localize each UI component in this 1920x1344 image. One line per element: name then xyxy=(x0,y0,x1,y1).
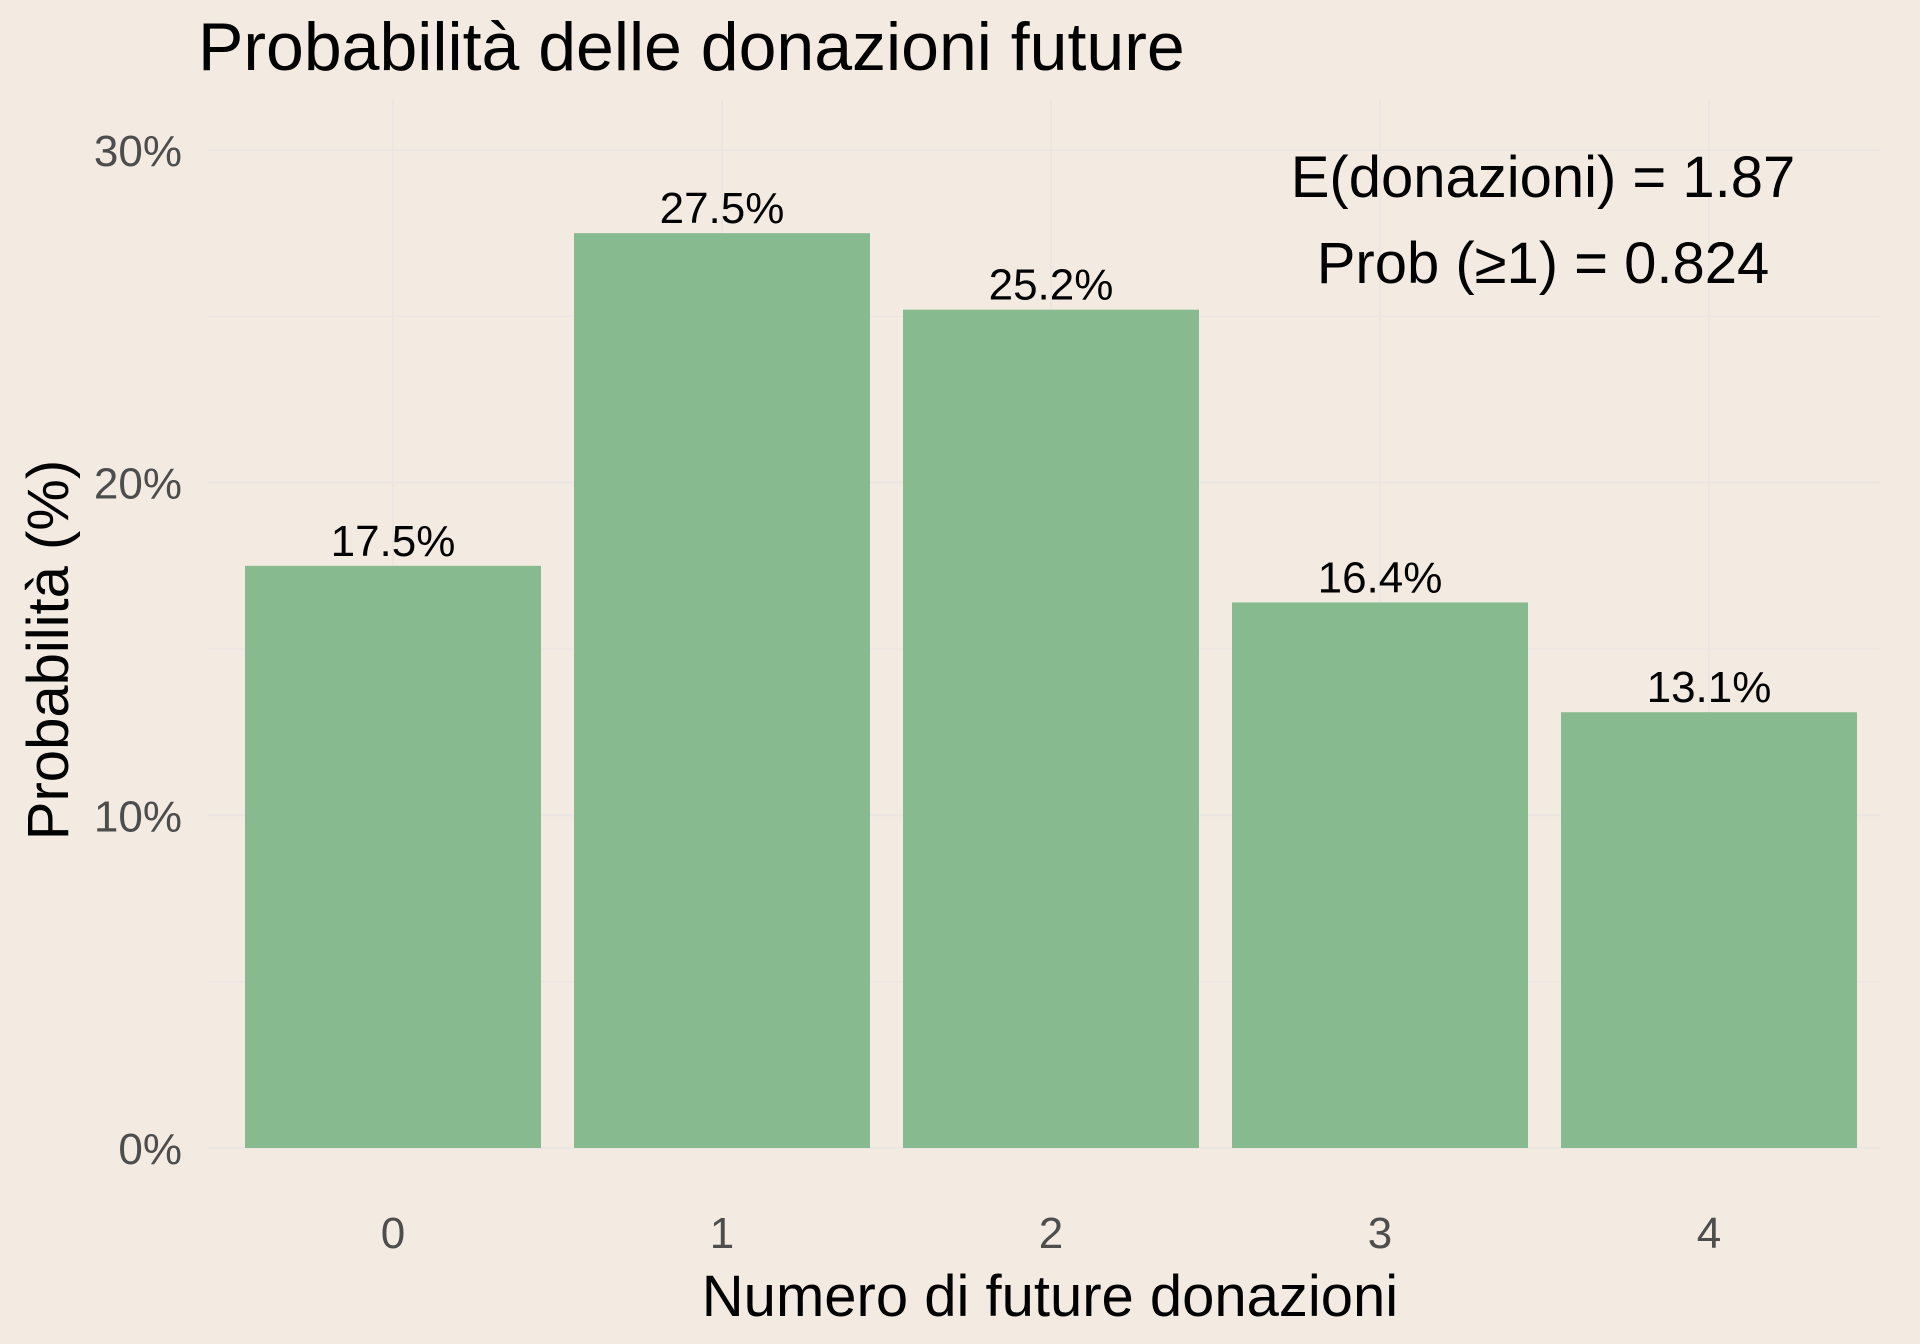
chart-title: Probabilità delle donazioni future xyxy=(198,9,1185,85)
y-tick-label: 0% xyxy=(118,1125,182,1174)
data-label: 13.1% xyxy=(1647,663,1772,712)
y-tick-label: 10% xyxy=(94,792,182,841)
ticks: 0% 10% 20% 30% 0 1 2 3 4 xyxy=(94,127,1721,1258)
data-label: 27.5% xyxy=(660,184,785,233)
y-axis-label: Probabilità (%) xyxy=(16,460,81,840)
data-label: 17.5% xyxy=(331,517,456,566)
bar-3 xyxy=(1232,602,1528,1148)
data-label: 25.2% xyxy=(989,261,1114,310)
bar-0 xyxy=(245,565,541,1148)
x-tick-label: 0 xyxy=(381,1209,405,1258)
y-tick-label: 20% xyxy=(94,460,182,509)
annotation-expected: E(donazioni) = 1.87 xyxy=(1291,145,1796,210)
annotation-probability: Prob (≥1) = 0.824 xyxy=(1317,231,1770,296)
x-tick-label: 4 xyxy=(1697,1209,1721,1258)
x-tick-label: 1 xyxy=(710,1209,734,1258)
bar-1 xyxy=(574,233,870,1148)
bar-4 xyxy=(1561,712,1857,1148)
x-axis-label: Numero di future donazioni xyxy=(702,1264,1398,1329)
bar-2 xyxy=(903,309,1199,1148)
x-tick-label: 2 xyxy=(1039,1209,1063,1258)
data-label: 16.4% xyxy=(1318,553,1443,602)
x-tick-label: 3 xyxy=(1368,1209,1392,1258)
bars: 17.5% 27.5% 25.2% 16.4% 13.1% xyxy=(245,184,1857,1148)
y-tick-label: 30% xyxy=(94,127,182,176)
